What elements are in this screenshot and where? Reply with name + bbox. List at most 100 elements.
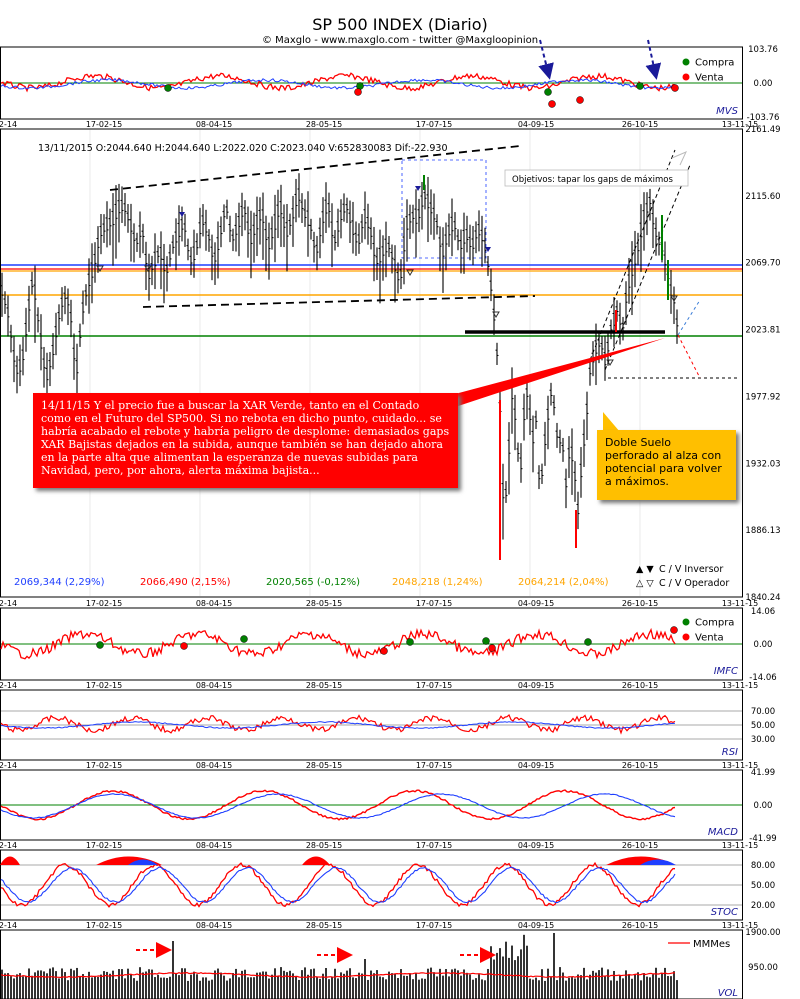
y-tick-label: 0.00 xyxy=(754,640,773,650)
imfc-line xyxy=(0,627,676,660)
level-label: 2020,565 (-0,12%) xyxy=(266,577,360,588)
stoc-overbought-fill-2 xyxy=(640,859,676,865)
main-price-panel: Objetivos: tapar los gaps de máximos 13/… xyxy=(0,130,742,596)
y-tick-label: 1900.00 xyxy=(745,928,780,938)
stoc-signal xyxy=(0,866,676,904)
y-tick-label: 1886.13 xyxy=(745,526,780,536)
x-tick-label: 08-04-15 xyxy=(196,681,232,690)
y-tick-label: 2023.81 xyxy=(745,326,780,336)
indicator-label: VOL xyxy=(718,988,738,999)
x-tick-label: 08-04-15 xyxy=(196,599,232,608)
x-tick-label: 04-09-15 xyxy=(518,599,554,608)
x-tick-label: 17-02-15 xyxy=(86,761,122,770)
cv-operator-label: C / V Operador xyxy=(659,578,729,589)
x-tick-label: 08-04-15 xyxy=(196,120,232,129)
level-label: 2048,218 (1,24%) xyxy=(392,577,483,588)
x-tick-label: 26-10-15 xyxy=(622,841,658,850)
imfc-signal-dot xyxy=(96,641,104,649)
mvs-arrow-1 xyxy=(538,39,554,80)
y-tick-label: -103.76 xyxy=(747,113,780,123)
macd-signal xyxy=(0,793,676,819)
indicator-label: MACD xyxy=(708,827,738,838)
x-tick-label: 26-10-15 xyxy=(622,681,658,690)
cv-marker-investor xyxy=(415,186,421,191)
stoc-overbought-fill xyxy=(302,856,330,865)
x-tick-label: 26-10-15 xyxy=(622,599,658,608)
indicator-label: MVS xyxy=(716,106,738,117)
consolidation-box xyxy=(401,159,487,259)
x-tick-label: 13-11-15 xyxy=(722,599,758,608)
y-axis-labels: 2161.49 2115.60 2069.70 2023.81 1977.92 1932.… xyxy=(745,45,780,973)
x-tick-label: 08-04-15 xyxy=(196,921,232,930)
mvs-signal-dot xyxy=(671,84,679,92)
imfc-signal-dot xyxy=(240,635,248,643)
mvs-signal-dot xyxy=(636,82,644,90)
x-tick-label: 04-09-15 xyxy=(518,841,554,850)
chart-title: SP 500 INDEX (Diario) xyxy=(312,15,488,34)
cv-marker xyxy=(406,269,414,276)
x-tick-label: 08-04-15 xyxy=(196,761,232,770)
x-tick-label: 28-05-15 xyxy=(306,841,342,850)
x-tick-label: 2-14 xyxy=(0,761,17,770)
imfc-signal-dot xyxy=(488,644,496,652)
x-tick-label: 17-07-15 xyxy=(416,921,452,930)
x-tick-label: 2-14 xyxy=(0,681,17,690)
x-tick-label: 13-11-15 xyxy=(722,921,758,930)
y-tick-label: 20.00 xyxy=(751,901,775,911)
mvs-signal-dot xyxy=(576,96,584,104)
cv-legend: ▲ ▼ C / V Inversor △ ▽ C / V Operador xyxy=(636,564,729,589)
x-tick-label: 26-10-15 xyxy=(622,120,658,129)
x-tick-label: 08-04-15 xyxy=(196,841,232,850)
chart-subtitle: © Maxglo - www.maxglo.com - twitter @Max… xyxy=(262,35,538,46)
x-tick-label: 04-09-15 xyxy=(518,761,554,770)
x-tick-label: 04-09-15 xyxy=(518,681,554,690)
legend-sell-dot xyxy=(682,633,690,641)
y-tick-label: 1840.24 xyxy=(745,593,780,603)
y-tick-label: 14.06 xyxy=(751,607,775,617)
cv-triangle-investor: ▲ ▼ xyxy=(636,564,654,575)
level-label: 2064,214 (2,04%) xyxy=(518,577,609,588)
macd-line xyxy=(0,789,676,821)
imfc-signal-dot xyxy=(406,638,414,646)
cv-marker-investor xyxy=(485,247,491,252)
x-tick-label: 17-07-15 xyxy=(416,681,452,690)
panel-frames xyxy=(0,46,743,999)
x-tick-label: 17-02-15 xyxy=(86,921,122,930)
cv-marker xyxy=(606,359,614,366)
y-tick-label: -41.99 xyxy=(749,834,776,844)
rsi-signal xyxy=(1,721,676,730)
x-tick-label: 13-11-15 xyxy=(722,841,758,850)
x-tick-label: 28-05-15 xyxy=(306,921,342,930)
legend-buy-label: Compra xyxy=(695,58,734,69)
mvs-signal-dot xyxy=(354,88,362,96)
y-tick-label: 50.00 xyxy=(751,881,775,891)
mvs-signal xyxy=(0,77,676,90)
x-tick-label: 2-14 xyxy=(0,921,17,930)
x-tick-label: 17-02-15 xyxy=(86,681,122,690)
x-tick-label: 28-05-15 xyxy=(306,681,342,690)
y-tick-label: 1932.03 xyxy=(745,459,780,469)
legend-sell-label: Venta xyxy=(695,633,724,644)
annotation-yellow-box: Doble Suelo perforado al alza con potenc… xyxy=(597,430,736,500)
mvs-signal-dot xyxy=(164,84,172,92)
level-label: 2066,490 (2,15%) xyxy=(140,577,231,588)
trend-lower xyxy=(142,295,536,308)
annotation-red-box: 14/11/15 Y el precio fue a buscar la XAR… xyxy=(33,393,458,488)
cv-marker xyxy=(492,311,500,318)
cv-investor-label: C / V Inversor xyxy=(659,564,723,575)
legend-sell-label: Venta xyxy=(695,73,724,84)
indicator-panels: Compra Venta MVS Compra Venta IMFC RSI MACD STOC… xyxy=(0,58,742,999)
pointer-yellow xyxy=(603,412,620,432)
y-tick-label: 2161.49 xyxy=(745,125,780,135)
x-tick-label: 13-11-15 xyxy=(722,681,758,690)
x-tick-label: 26-10-15 xyxy=(622,761,658,770)
x-tick-label: 28-05-15 xyxy=(306,761,342,770)
mvs-arrow-2 xyxy=(645,39,662,80)
level-label: 2069,344 (2,29%) xyxy=(14,577,105,588)
main-grid xyxy=(89,130,641,596)
mvs-signal-dot xyxy=(548,100,556,108)
x-tick-label: 13-11-15 xyxy=(722,120,758,129)
y-tick-label: 0.00 xyxy=(754,79,773,89)
y-tick-label: 2115.60 xyxy=(745,192,780,202)
